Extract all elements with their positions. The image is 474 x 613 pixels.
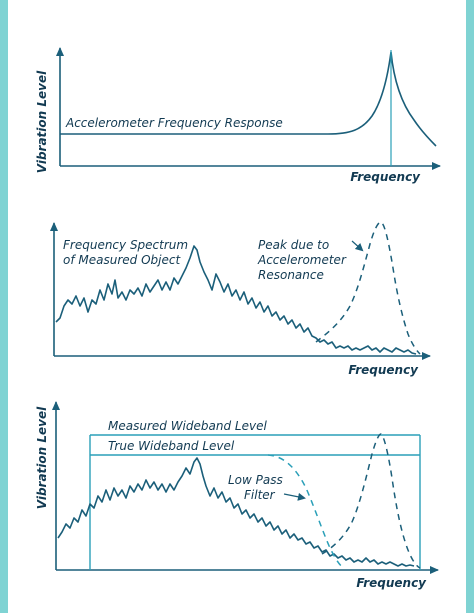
peak-label-line1: Peak due to [258,238,329,252]
panel1-y-axis-label: Vibration Level [35,70,49,173]
panel-wideband-levels: Vibration Level Frequency Measured Wideb… [35,401,439,590]
peak-label-line3: Resonance [258,268,324,282]
peak-label-arrow [351,240,364,252]
panel-accelerometer-response: Vibration Level Frequency Accelerometer … [35,47,441,184]
panel2-x-axis-label: Frequency [348,363,419,377]
spectrum-label-line2: of Measured Object [63,253,181,267]
panel3-x-axis-label: Frequency [356,576,427,590]
spectrum-label-line1: Frequency Spectrum [63,238,188,252]
measured-spectrum-curve [55,245,417,355]
panel1-curve-label: Accelerometer Frequency Response [65,116,283,130]
low-pass-filter-label-line1: Low Pass [228,473,283,487]
left-border-bar [0,0,8,613]
low-pass-filter-dashed-curve [267,454,345,569]
panel-measured-spectrum: Frequency Frequency Spectrum of Measured… [50,221,431,377]
true-wideband-label: True Wideband Level [108,439,235,453]
resonance-peak-dashed-curve [315,221,421,355]
filtered-spectrum-curve [57,457,415,567]
panel1-x-axis-label: Frequency [350,170,421,184]
right-border-bar [466,0,474,613]
low-pass-filter-label-line2: Filter [244,488,276,502]
low-pass-filter-arrow [283,492,306,501]
measured-wideband-label: Measured Wideband Level [108,419,267,433]
accelerometer-response-curve [60,51,437,147]
resonance-peak-dashed-curve-panel3 [321,433,421,569]
panel3-y-axis-label: Vibration Level [35,406,49,509]
peak-label-line2: Accelerometer [257,253,347,267]
